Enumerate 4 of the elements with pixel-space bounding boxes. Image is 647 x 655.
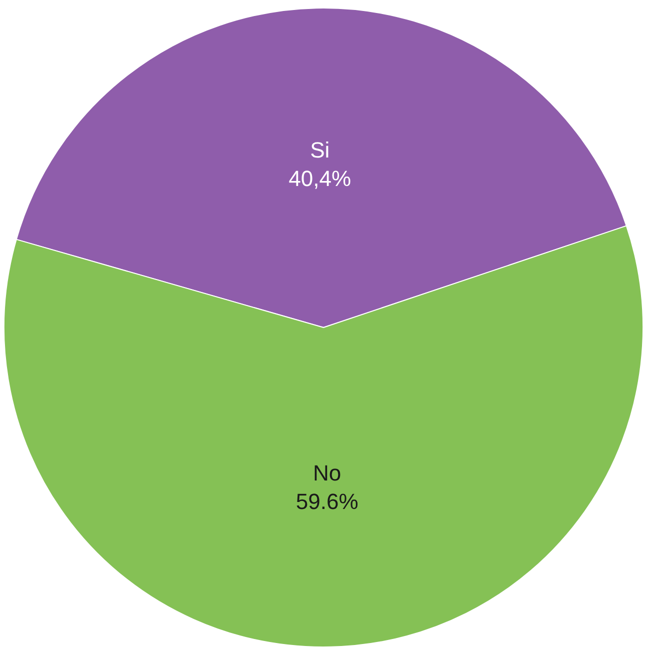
data-label: 59.6% xyxy=(296,489,358,514)
slice-label: No xyxy=(313,460,342,486)
data-label: 40,4% xyxy=(288,166,352,191)
slice-label: Si xyxy=(310,137,330,162)
